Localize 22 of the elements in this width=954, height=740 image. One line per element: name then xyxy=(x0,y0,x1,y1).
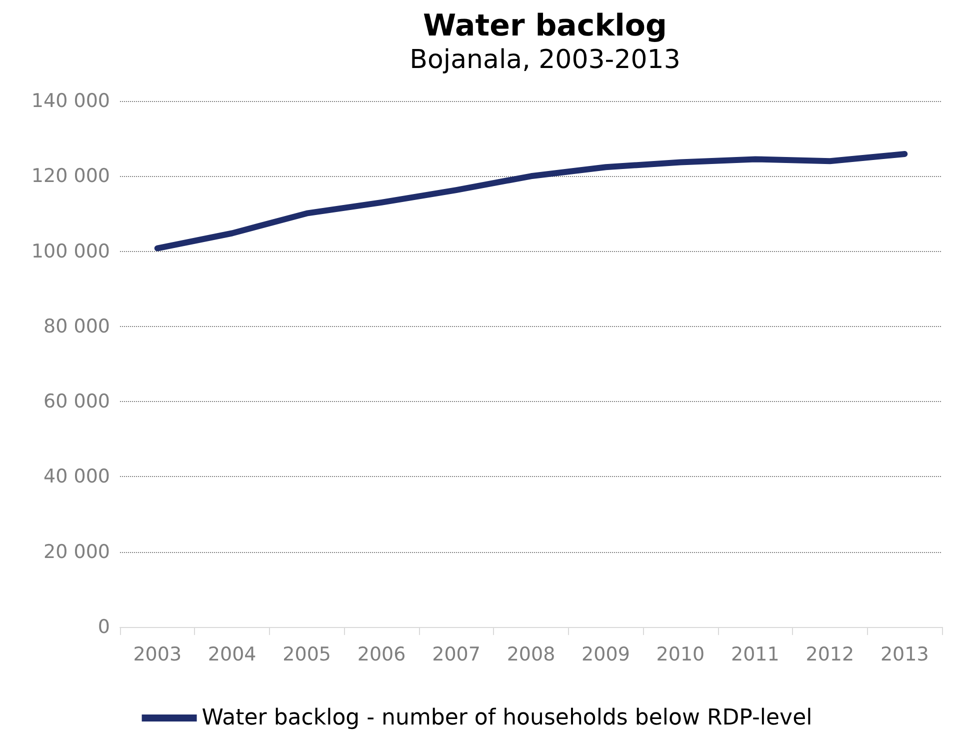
x-tick-label: 2008 xyxy=(506,644,556,666)
y-tick-label: 60 000 xyxy=(44,390,110,413)
y-tick-label: 100 000 xyxy=(31,240,110,262)
x-tick-label: 2005 xyxy=(282,644,331,666)
chart-subtitle: Bojanala, 2003-2013 xyxy=(410,45,680,75)
y-tick-label: 120 000 xyxy=(31,165,110,188)
y-tick-label: 40 000 xyxy=(44,466,110,488)
legend-label: Water backlog - number of households below RDP-level xyxy=(202,706,812,730)
y-tick-label: 0 xyxy=(98,616,110,638)
x-tick-label: 2011 xyxy=(731,644,780,666)
x-tick-label: 2007 xyxy=(432,644,480,666)
y-tick-label: 20 000 xyxy=(44,540,110,563)
x-tick-label: 2004 xyxy=(208,644,256,666)
x-tick-label: 2006 xyxy=(357,644,406,666)
x-tick-label: 2013 xyxy=(880,644,929,666)
x-tick-label: 2010 xyxy=(656,644,705,666)
x-tick-label: 2003 xyxy=(133,644,182,666)
y-tick-label: 80 000 xyxy=(44,315,110,338)
y-tick-label: 140 000 xyxy=(31,90,110,112)
x-tick-label: 2009 xyxy=(582,644,630,666)
x-tick-label: 2012 xyxy=(806,644,854,666)
chart-title: Water backlog xyxy=(422,8,668,44)
